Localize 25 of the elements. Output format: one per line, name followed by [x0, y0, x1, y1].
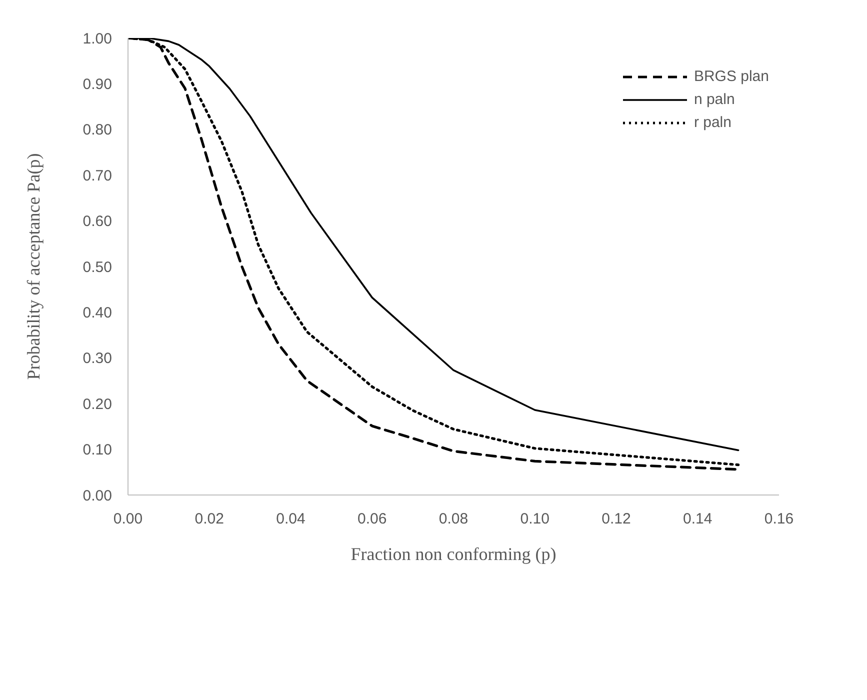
legend-label: r paln	[694, 114, 732, 131]
x-axis-title: Fraction non conforming (p)	[350, 544, 556, 564]
x-tick-label: 0.02	[194, 510, 224, 528]
y-tick-label: 0.90	[82, 76, 112, 94]
y-tick-label: 0.70	[82, 167, 112, 184]
y-axis-title: Probability of acceptance Pa(p)	[23, 153, 44, 380]
x-tick-label: 0.16	[764, 510, 794, 528]
y-tick-label: 0.30	[82, 350, 112, 368]
x-tick-label: 0.14	[683, 510, 712, 528]
x-tick-label: 0.10	[520, 510, 550, 528]
y-tick-label: 0.20	[82, 396, 112, 413]
legend-label: n paln	[694, 91, 735, 108]
y-tick-label: 0.00	[82, 487, 112, 504]
y-tick-label: 0.60	[82, 213, 112, 230]
legend-label: BRGS plan	[694, 68, 769, 85]
y-tick-label: 1.00	[82, 30, 112, 48]
x-tick-label: 0.08	[438, 510, 468, 528]
y-tick-label: 0.10	[82, 442, 112, 459]
y-tick-label: 0.50	[82, 258, 112, 276]
y-tick-label: 0.80	[82, 122, 112, 139]
y-tick-label: 0.40	[82, 304, 112, 322]
x-tick-label: 0.06	[358, 510, 387, 528]
x-tick-label: 0.00	[113, 510, 143, 528]
x-tick-label: 0.04	[276, 510, 306, 528]
x-tick-label: 0.12	[602, 510, 631, 528]
